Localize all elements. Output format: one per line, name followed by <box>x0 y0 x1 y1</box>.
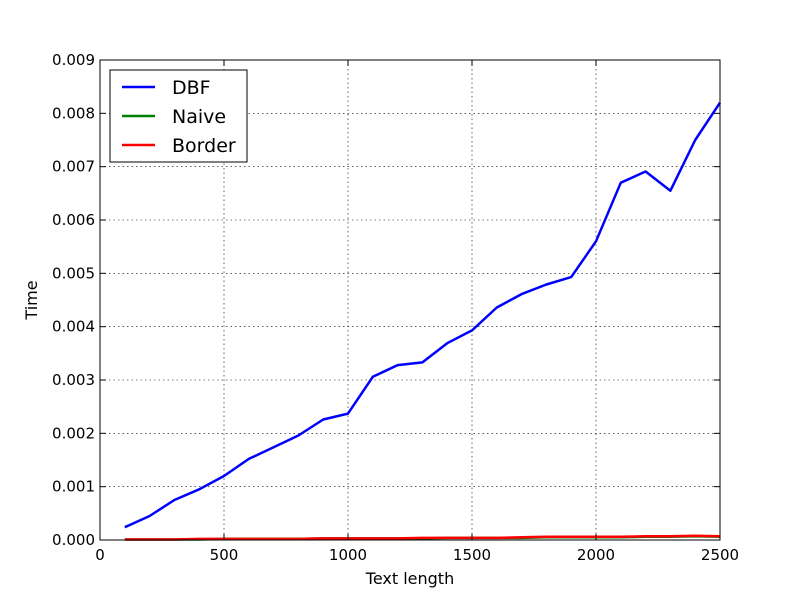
series-line-dbf <box>124 102 722 529</box>
legend: DBF Naive Border <box>109 69 248 163</box>
x-tick-label: 2000 <box>577 546 615 564</box>
y-tick-label: 0.008 <box>52 104 95 122</box>
x-tick-label: 500 <box>210 546 239 564</box>
ticks <box>99 59 721 541</box>
y-tick-label: 0.005 <box>52 264 95 282</box>
x-tick-label: 1000 <box>329 546 367 564</box>
legend-label-dbf: DBF <box>172 77 211 99</box>
x-tick-label: 0 <box>95 546 105 564</box>
legend-label-naive: Naive <box>172 106 226 128</box>
y-axis-title: Time <box>22 280 41 320</box>
legend-label-border: Border <box>172 135 236 157</box>
y-tick-label: 0.007 <box>52 158 95 176</box>
x-axis-title: Text length <box>365 569 454 588</box>
y-tick-label: 0.003 <box>52 371 95 389</box>
y-tick-label: 0.006 <box>52 211 95 229</box>
y-tick-label: 0.000 <box>52 531 95 549</box>
y-tick-label: 0.002 <box>52 424 95 442</box>
y-tick-label: 0.004 <box>52 318 95 336</box>
x-tick-label: 2500 <box>701 546 739 564</box>
plot-frame <box>99 59 721 541</box>
y-tick-labels: 0.000 0.001 0.002 0.003 0.004 0.005 0.006 0.007… <box>52 51 95 549</box>
y-tick-label: 0.009 <box>52 51 95 69</box>
x-tick-label: 1500 <box>453 546 491 564</box>
y-tick-label: 0.001 <box>52 478 95 496</box>
x-tick-labels: 0 500 1000 1500 2000 2500 <box>95 546 739 564</box>
